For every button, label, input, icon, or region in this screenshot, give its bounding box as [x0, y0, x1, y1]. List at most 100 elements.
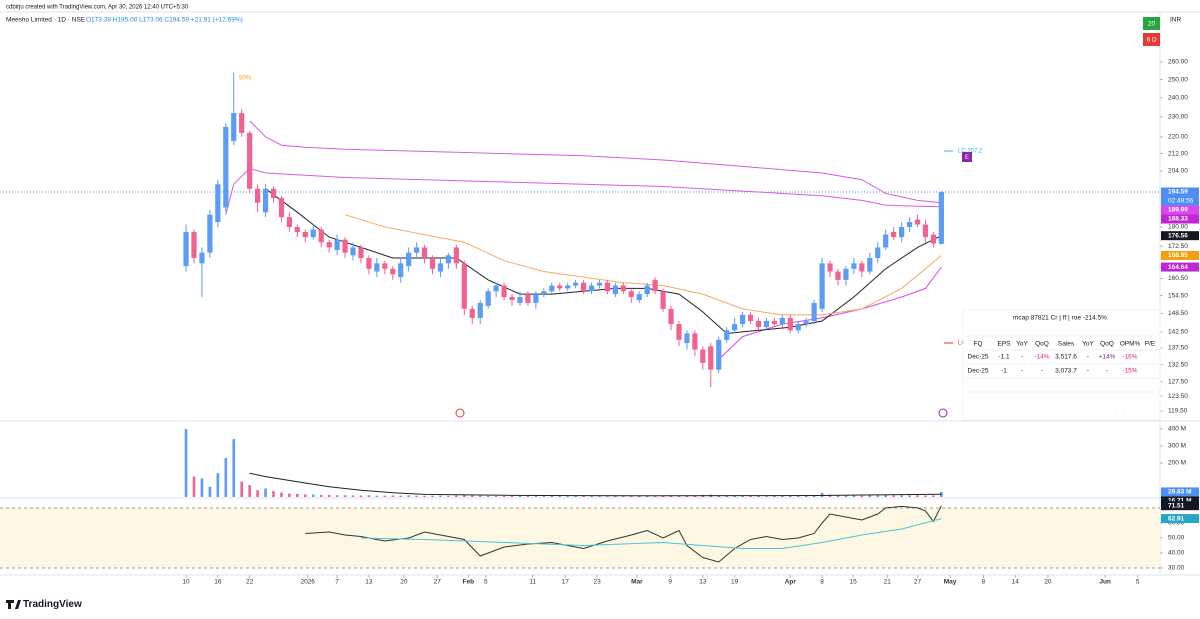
candle-body: [541, 291, 547, 295]
x-tick-label: 8: [820, 579, 824, 586]
candle-body: [859, 263, 865, 272]
volume-bar: [534, 496, 538, 497]
volume-bar: [192, 476, 196, 497]
volume-bar: [812, 495, 816, 497]
candle-body: [183, 232, 189, 267]
candle-body: [565, 285, 571, 289]
candle-body: [906, 222, 913, 228]
candle-body: [716, 339, 722, 370]
candle-body: [891, 232, 897, 238]
axis-value-box: [1161, 187, 1199, 197]
candle-body: [596, 282, 603, 286]
axis-value-box: [1161, 250, 1199, 260]
axis-value-label: 194.59: [1168, 189, 1188, 196]
x-tick-label: 20: [400, 579, 408, 586]
x-tick-label: 13: [699, 579, 707, 586]
volume-bar: [439, 495, 442, 497]
y-tick-label: 123.50: [1168, 393, 1188, 400]
volume-bar: [319, 494, 323, 497]
volume-bar: [661, 495, 665, 497]
table-header: EPS: [997, 341, 1011, 348]
candle-body: [580, 282, 587, 292]
table-cell: 3,073.7: [1055, 368, 1077, 375]
volume-bar: [645, 495, 649, 497]
y-tick-label: 50.00: [1168, 535, 1185, 542]
fundamentals-table: mcap 87821 Cr | ff | roe -214.5% FQ EPS Yo…: [962, 309, 1161, 421]
earnings-badge: [962, 152, 972, 162]
axis-value-box: [1161, 487, 1199, 497]
y-tick-label: 148.50: [1168, 310, 1188, 317]
x-tick-label: 13: [365, 579, 373, 586]
table-title: mcap 87821 Cr | ff | roe -214.5%: [1013, 315, 1107, 322]
candle-body: [779, 317, 785, 325]
volume-bar: [860, 495, 864, 497]
volume-bar: [216, 473, 220, 497]
candle-body: [628, 291, 634, 298]
candle-body: [803, 320, 809, 325]
candle-body: [620, 285, 626, 292]
candle-body: [899, 227, 905, 238]
table-cell: -: [1021, 354, 1023, 361]
volume-bar: [868, 495, 872, 497]
candle-body: [334, 239, 340, 251]
table-cell: 3,517.6: [1055, 354, 1077, 361]
candle-body: [588, 285, 595, 292]
volume-bar: [399, 495, 403, 497]
candle-body: [835, 271, 841, 280]
candle-body: [747, 314, 754, 321]
candle-body: [247, 132, 253, 189]
candle-body: [732, 324, 738, 331]
candle-body: [461, 263, 467, 309]
axis-value-label: 16.71 M: [1168, 498, 1192, 505]
candle-body: [771, 320, 777, 325]
axis-value-label: 71.51: [1168, 502, 1185, 509]
volume-bar: [224, 457, 228, 497]
volume-bar: [773, 495, 776, 497]
table-header: OPM%: [1120, 341, 1141, 348]
brand-logo: [6, 600, 21, 609]
candle-body: [231, 113, 237, 142]
event-icon[interactable]: [455, 408, 465, 418]
candle-body: [851, 263, 857, 269]
axis-value-label: 29.83 M: [1168, 489, 1192, 496]
volume-bar: [908, 495, 911, 497]
volume-bar: [749, 495, 752, 497]
volume-bar: [781, 495, 784, 497]
y-tick-label: 160.50: [1168, 275, 1188, 282]
table-header: Sales: [1058, 341, 1075, 348]
table-header: QoQ: [1100, 341, 1114, 348]
candle-body: [557, 285, 563, 289]
table-cell: -: [1087, 368, 1089, 375]
brand-name: TradingView: [23, 599, 82, 610]
candle-body: [668, 308, 674, 325]
y-tick-label: 127.50: [1168, 379, 1188, 386]
candle-body: [278, 198, 285, 218]
volume-bar: [924, 495, 927, 497]
candle-body: [390, 268, 396, 275]
candle-body: [239, 113, 245, 133]
volume-bar: [582, 495, 585, 497]
volume-bar: [415, 495, 418, 497]
volume-bar: [478, 495, 482, 497]
volume-bar: [796, 495, 800, 497]
y-tick-label: 132.50: [1168, 361, 1188, 368]
axis-value-label: 164.64: [1168, 264, 1188, 271]
event-icon[interactable]: [938, 408, 948, 418]
volume-bar: [741, 495, 744, 497]
indicator-line: [344, 214, 942, 316]
candle-body: [310, 229, 316, 238]
x-tick-label: 23: [593, 579, 601, 586]
volume-bar: [383, 495, 387, 497]
candle-body: [326, 242, 332, 248]
badge: [1143, 33, 1160, 46]
y-tick-label: 60.00: [1168, 520, 1185, 527]
volume-bar: [892, 495, 895, 497]
brand: TradingView: [6, 599, 82, 610]
x-tick-label: 7: [335, 579, 339, 586]
table-cell: -16%: [1122, 354, 1137, 361]
table-cell: -1: [1001, 368, 1007, 375]
lc-high: LC 207.2: [958, 149, 983, 155]
table-cell: Dec-25: [968, 354, 989, 361]
volume-bar: [335, 495, 339, 497]
